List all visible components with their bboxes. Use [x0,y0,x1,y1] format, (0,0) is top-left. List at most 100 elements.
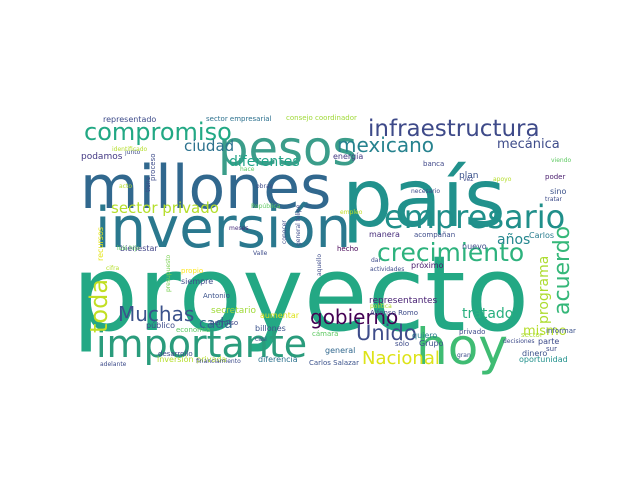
word-cloud-word: importante [96,322,307,366]
word-cloud-word: años [497,232,530,248]
word-cloud-word: cada [199,316,233,332]
word-cloud-word: acuerdo [550,226,575,315]
word-cloud-word: cifra [106,265,120,272]
word-cloud-word: hecho [337,245,358,253]
word-cloud-word: obras [256,183,273,190]
word-cloud-word: política [370,303,392,310]
word-cloud-word: desarrollo [158,350,193,358]
word-cloud-word: general [325,346,355,355]
word-cloud-word: podamos [81,152,123,162]
word-cloud-word: poder [545,173,565,181]
word-cloud-word: parte [538,337,559,346]
word-cloud-word: viendo [551,157,572,164]
word-cloud-word: plan [459,171,478,181]
word-cloud-word: Carlos [529,231,554,240]
word-cloud-word: inversión privada [157,354,226,364]
word-cloud-word: inversión [95,196,351,261]
word-cloud-word: junto [124,149,141,156]
word-cloud-word: quiero [412,331,437,340]
word-cloud-word: hoy [416,318,508,376]
word-cloud-word: crecimiento [377,238,524,267]
word-cloud-word: compromiso [84,118,232,146]
word-cloud-word: dar [371,257,381,264]
word-cloud-word: ciudad [184,137,234,155]
word-cloud-word: empleo [340,209,363,216]
word-cloud-word: próximo [411,260,444,270]
word-cloud-word: representado [103,115,156,124]
word-cloud-word: empresario [384,198,565,236]
word-cloud-word: banca [423,160,444,168]
word-cloud-word: público [146,321,175,330]
word-cloud-word: presupuesto [165,254,172,292]
word-cloud-word: energía [333,152,363,161]
word-cloud-word: informar [546,327,576,335]
word-cloud-word: millones [80,153,331,223]
word-cloud-word: mecánica [497,137,560,152]
word-cloud-word: sector privado [111,199,219,217]
word-cloud-word: aquello [316,254,323,276]
word-cloud-word: Muchas [118,302,194,326]
word-cloud-word: recursos [96,227,105,261]
word-cloud-word: gran [457,352,471,359]
word-cloud-word: Valle [253,250,268,257]
word-cloud-word: diferencia [258,355,298,364]
word-cloud-word: hace [240,166,255,173]
word-cloud-word: mexicano [337,133,434,157]
word-cloud-word: tratado [462,306,513,322]
word-cloud-word: nuevo [462,242,487,251]
word-cloud-word: necesario [411,188,440,195]
word-cloud-word: República [251,203,281,210]
word-cloud-word: privado [459,328,485,336]
word-cloud-word: conocer [281,220,288,244]
word-cloud-word: actividades [370,266,404,273]
word-cloud-word: Grupo [419,339,444,348]
word-cloud-word: mismo [523,324,567,339]
word-cloud-word: tratar [545,196,563,203]
word-cloud-word: programa [536,256,552,324]
word-cloud-word: general felipe [295,204,302,246]
word-cloud-word: billones [255,324,286,333]
word-cloud-word: decisiones [503,338,535,345]
word-cloud-word: infraestructura [368,116,540,142]
word-cloud-word: identificado [112,146,148,153]
word-cloud-word: sino [550,187,566,196]
word-cloud-word: vez [463,176,473,183]
word-cloud-word: acompañan [414,231,455,239]
word-cloud-word: Antonio [203,292,230,300]
word-cloud-word: sector empresarial [206,115,272,123]
word-cloud-word: proyecto [72,233,529,355]
word-cloud-word: financiamiento [196,358,241,365]
word-cloud-word: país [342,152,506,245]
word-cloud-word: pesos [218,121,357,177]
word-cloud-word: oportunidad [519,355,568,364]
word-cloud-word: representantes [369,296,438,306]
word-cloud-word: acto [119,183,132,190]
word-cloud-word: sur [546,345,557,353]
word-cloud-word: bienestar [120,244,158,253]
word-cloud-word: casi [255,336,267,343]
word-cloud-word: dinero [522,349,547,358]
word-cloud-word: luis hijo [117,245,140,252]
word-cloud-word: toda [85,279,113,333]
word-cloud-word: Unido [356,321,417,345]
word-cloud-word: gobierno [310,305,398,329]
word-cloud-word: siempre [181,277,213,286]
word-cloud-word: diferentes [229,154,300,170]
word-cloud-word: sólo [395,340,409,348]
word-cloud-word: Nacional [362,348,440,369]
word-cloud-word: tiene [145,176,152,192]
word-cloud-word: consejo coordinador [286,114,357,122]
word-cloud-word: economía [176,326,210,334]
word-cloud-word: adelante [100,361,127,368]
word-cloud-word: secretario [211,306,256,316]
word-cloud-word: aumentar [260,311,300,320]
word-cloud-word: apoyo [493,176,512,183]
word-cloud-word: permiso [210,319,238,327]
word-cloud-word: Alfonso Romo [370,309,418,317]
word-cloud-word: sector [521,331,543,339]
word-cloud-word: propio [181,267,203,275]
word-cloud-word: proceso [149,153,157,181]
